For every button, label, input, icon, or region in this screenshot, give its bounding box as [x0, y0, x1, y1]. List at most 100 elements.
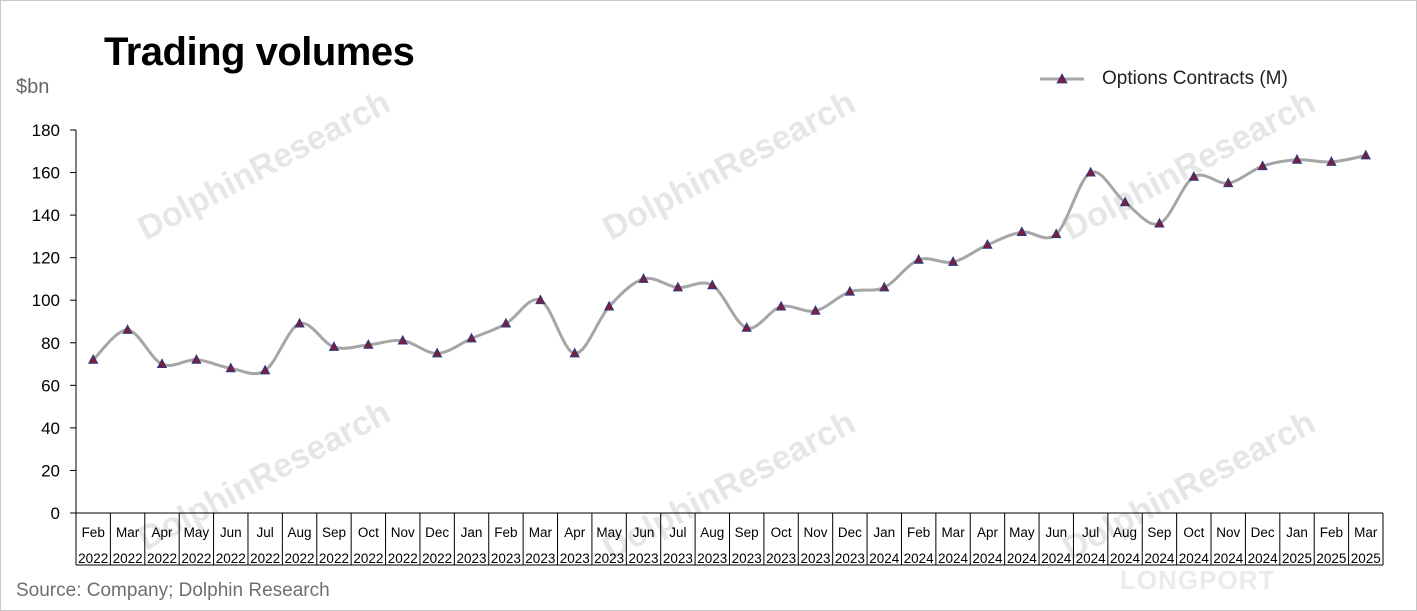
x-month-label: Feb [907, 525, 930, 540]
x-month-label: Aug [1113, 525, 1137, 540]
x-month-label: May [1009, 525, 1035, 540]
y-tick-label: 60 [41, 376, 60, 395]
x-month-label: Dec [838, 525, 862, 540]
data-point-marker [775, 300, 787, 311]
data-point-marker [707, 279, 718, 290]
x-year-label: 2024 [869, 551, 900, 566]
data-point-marker [913, 253, 924, 264]
y-tick-label: 120 [32, 249, 60, 268]
x-month-label: Oct [1183, 525, 1204, 540]
data-point-marker [1223, 177, 1234, 188]
x-year-label: 2023 [835, 551, 865, 566]
x-year-label: 2023 [663, 551, 693, 566]
x-month-label: Nov [803, 525, 827, 540]
x-month-label: Mar [116, 525, 140, 540]
data-point-marker [1016, 226, 1028, 237]
x-month-label: Sep [735, 525, 759, 540]
data-point-marker [1326, 156, 1337, 166]
data-point-marker [397, 334, 408, 345]
data-point-marker [638, 273, 649, 283]
legend: Options Contracts (M) [1040, 68, 1288, 90]
x-month-label: Jan [461, 525, 483, 540]
x-month-label: Apr [151, 525, 173, 540]
data-point-marker [844, 285, 856, 296]
x-year-label: 2025 [1351, 551, 1381, 566]
data-point-marker [363, 339, 374, 349]
x-month-label: Jul [669, 525, 686, 540]
data-point-marker [225, 362, 236, 373]
x-month-label: Jun [1045, 525, 1067, 540]
data-point-marker [535, 294, 546, 305]
x-year-label: 2024 [1007, 551, 1038, 566]
x-year-label: 2023 [800, 551, 830, 566]
x-year-label: 2023 [491, 551, 521, 566]
data-point-marker [294, 317, 305, 328]
x-year-label: 2022 [147, 551, 177, 566]
x-month-label: Apr [977, 525, 999, 540]
x-month-label: Oct [771, 525, 792, 540]
x-month-label: May [184, 525, 210, 540]
x-year-label: 2022 [353, 551, 383, 566]
data-point-marker [1257, 160, 1268, 171]
x-year-label: 2022 [78, 551, 108, 566]
x-year-label: 2024 [904, 551, 935, 566]
x-year-label: 2022 [422, 551, 452, 566]
x-year-label: 2023 [560, 551, 590, 566]
series-line [92, 154, 1367, 376]
x-year-label: 2022 [250, 551, 280, 566]
data-point-marker [672, 281, 684, 292]
x-year-label: 2024 [1076, 551, 1107, 566]
x-month-label: Mar [941, 525, 965, 540]
x-year-label: 2022 [319, 551, 349, 566]
x-month-label: Jul [1082, 525, 1099, 540]
x-month-label: Sep [322, 525, 346, 540]
x-month-label: Aug [700, 525, 724, 540]
chart-title: Trading volumes [104, 30, 415, 74]
x-month-label: Jun [220, 525, 242, 540]
x-year-label: 2024 [1110, 551, 1141, 566]
x-year-label: 2024 [938, 551, 969, 566]
series-layer [88, 149, 1371, 376]
x-month-label: Sep [1147, 525, 1171, 540]
data-point-marker [1291, 153, 1303, 164]
y-tick-label: 160 [32, 164, 60, 183]
x-month-label: Jan [873, 525, 895, 540]
x-year-label: 2023 [732, 551, 762, 566]
x-year-label: 2023 [457, 551, 487, 566]
data-point-marker [1051, 228, 1062, 239]
y-tick-label: 40 [41, 419, 60, 438]
data-point-marker [741, 322, 752, 332]
x-year-label: 2024 [972, 551, 1003, 566]
x-year-label: 2023 [766, 551, 796, 566]
data-point-marker [431, 347, 443, 358]
x-month-label: Feb [82, 525, 105, 540]
data-point-marker [947, 256, 959, 266]
data-point-marker [260, 364, 271, 375]
data-point-marker [122, 324, 133, 334]
x-year-label: 2023 [697, 551, 727, 566]
x-year-label: 2025 [1282, 551, 1312, 566]
data-point-marker [1154, 217, 1165, 228]
y-tick-label: 140 [32, 206, 60, 225]
source-note: Source: Company; Dolphin Research [16, 580, 330, 601]
y-axis-unit: $bn [16, 76, 50, 98]
data-point-marker [1085, 166, 1096, 177]
x-year-label: 2024 [1213, 551, 1244, 566]
x-year-label: 2022 [285, 551, 315, 566]
x-month-label: May [596, 525, 622, 540]
x-month-label: Dec [425, 525, 449, 540]
x-month-label: Mar [529, 525, 553, 540]
data-point-marker [191, 353, 202, 364]
x-year-label: 2024 [1144, 551, 1175, 566]
x-month-label: Dec [1251, 525, 1275, 540]
x-year-label: 2023 [628, 551, 658, 566]
x-month-label: Jun [633, 525, 655, 540]
x-year-label: 2022 [388, 551, 418, 566]
x-month-label: Jul [257, 525, 274, 540]
data-point-marker [603, 300, 615, 311]
y-tick-label: 80 [41, 334, 60, 353]
x-year-label: 2024 [1179, 551, 1210, 566]
x-year-label: 2023 [594, 551, 624, 566]
x-year-label: 2024 [1248, 551, 1279, 566]
